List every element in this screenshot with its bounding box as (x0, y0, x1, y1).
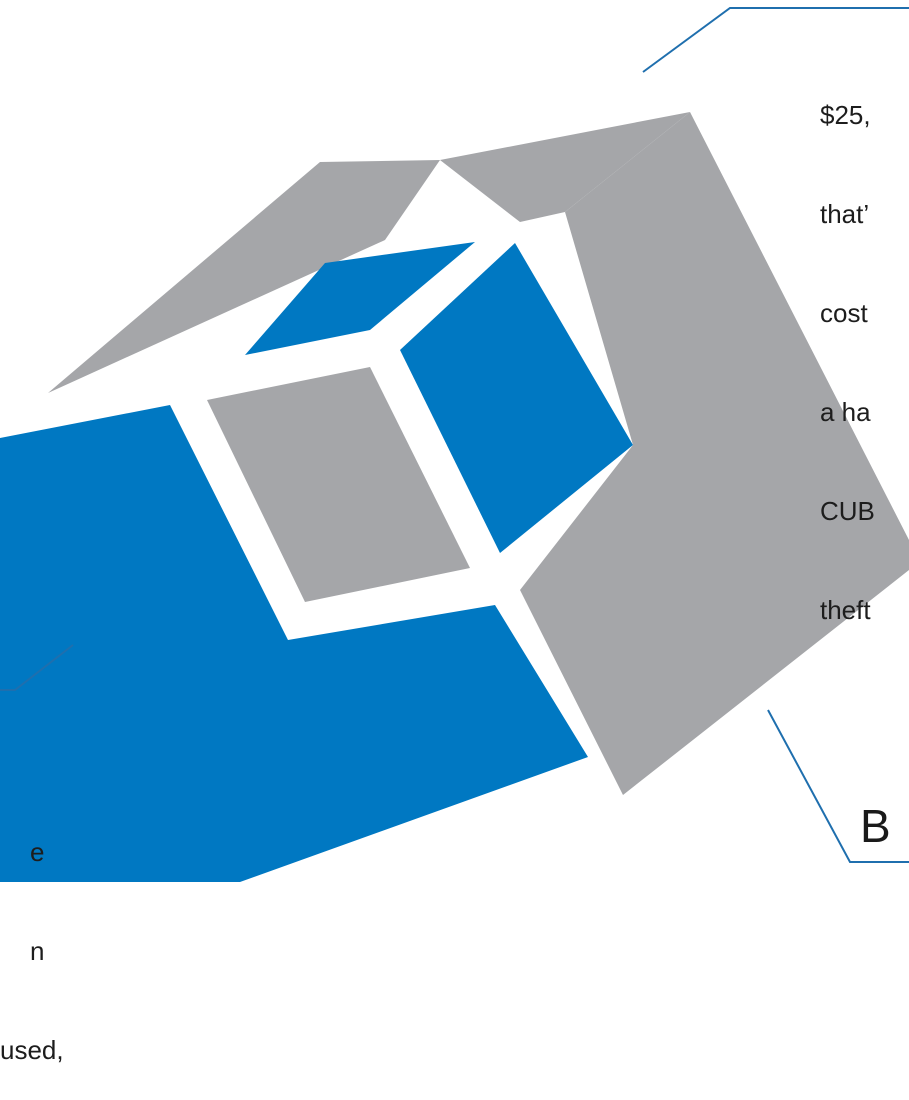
cube-right-face (520, 112, 909, 795)
callout-line-top-right (642, 7, 909, 73)
cube-left-face (0, 405, 588, 882)
callout-heading-bottom-right: B (860, 800, 891, 852)
callout-text-bottom-left: e n used, (0, 770, 64, 1100)
callout-line: $25, (820, 100, 871, 130)
callout-line: a ha (820, 397, 871, 427)
callout-line: that’ (820, 199, 870, 229)
inner-left-face (207, 367, 470, 602)
callout-line-bottom-left (0, 644, 74, 691)
callout-line: CUB (820, 496, 875, 526)
cube-diagram (0, 7, 909, 882)
inner-right-face (400, 243, 633, 553)
callout-line: used, (0, 1035, 64, 1065)
inner-top-face (245, 242, 475, 355)
callout-line: n (30, 936, 45, 966)
callout-line-bottom-right (767, 709, 909, 863)
callout-line: theft (820, 595, 871, 625)
callout-line: cost (820, 298, 868, 328)
callout-text-top-right: $25, that’ cost a ha CUB theft (820, 33, 875, 660)
cube-top-face-right (440, 112, 690, 222)
callout-line: e (30, 837, 45, 867)
cube-top-face (48, 160, 440, 393)
